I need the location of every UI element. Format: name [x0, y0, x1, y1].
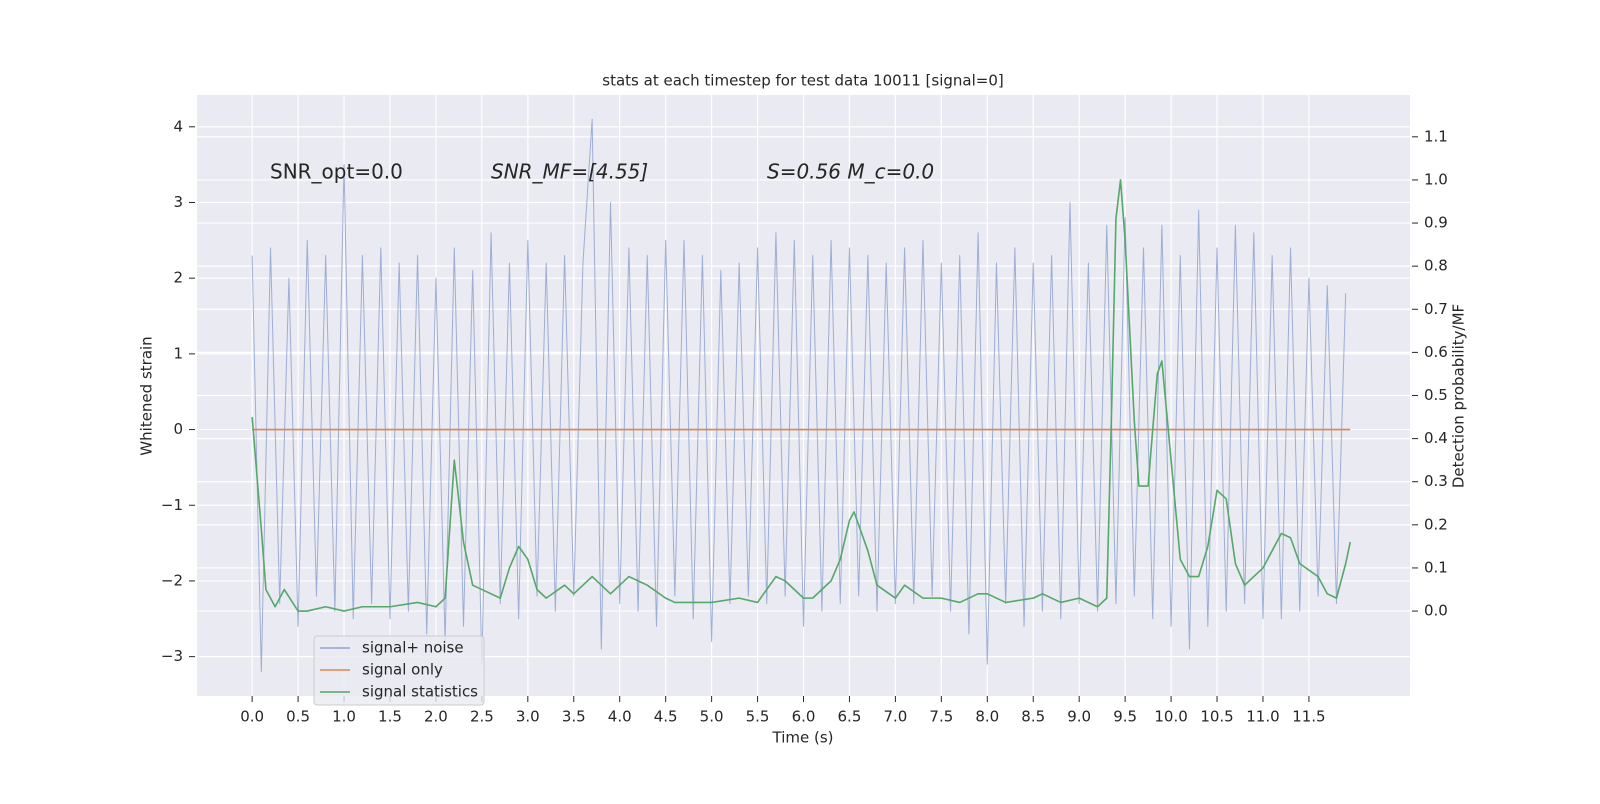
y2-tick-label: 1.0 [1424, 170, 1448, 188]
x-axis-label: Time (s) [772, 729, 834, 747]
y2-tick-label: 0.7 [1424, 300, 1448, 318]
x-tick-label: 6.0 [792, 708, 816, 726]
x-tick-label: 4.5 [654, 708, 678, 726]
x-tick-label: 7.0 [883, 708, 907, 726]
x-tick-label: 10.0 [1154, 708, 1187, 726]
y-tick-label: 2 [173, 269, 183, 287]
x-tick-label: 11.0 [1246, 708, 1279, 726]
y-tick-label: −1 [161, 496, 183, 514]
x-tick-label: 1.0 [332, 708, 356, 726]
x-tick-label: 5.5 [746, 708, 770, 726]
x-tick-label: 3.5 [562, 708, 586, 726]
y2-tick-label: 0.2 [1424, 515, 1448, 533]
x-tick-label: 5.0 [700, 708, 724, 726]
x-tick-label: 11.5 [1292, 708, 1325, 726]
grid: 0.0 0.5 1.0 1.5 2.0 2.5 3.0 3.5 4.0 4.5 5.0 5.5 6.0 6… [161, 95, 1448, 726]
annotation: SNR_opt=0.0 [270, 160, 403, 184]
legend-label: signal statistics [362, 683, 478, 701]
x-tick-label: 4.0 [608, 708, 632, 726]
annotation: S=0.56 M_c=0.0 [767, 160, 934, 184]
y2-axis-label: Detection probability/MF [1450, 304, 1468, 488]
x-tick-label: 9.5 [1113, 708, 1137, 726]
y2-tick-label: 0.3 [1424, 472, 1448, 490]
x-tick-label: 1.5 [378, 708, 402, 726]
x-tick-label: 0.5 [286, 708, 310, 726]
annotation: SNR_MF=[4.55] [491, 160, 648, 184]
y2-tick-label: 0.4 [1424, 429, 1448, 447]
series-line [251, 118, 1347, 673]
x-tick-label: 3.0 [516, 708, 540, 726]
y2-tick-label: 0.0 [1424, 602, 1448, 620]
marks [251, 118, 1352, 673]
x-tick-label: 8.5 [1021, 708, 1045, 726]
y-tick-label: 4 [173, 117, 183, 135]
x-tick-label: 10.5 [1200, 708, 1233, 726]
y2-tick-label: 0.6 [1424, 343, 1448, 361]
legend: signal+ noise signal only signal statistic… [313, 635, 485, 706]
x-tick-label: 6.5 [838, 708, 862, 726]
y2-tick-label: 0.9 [1424, 214, 1448, 232]
y-tick-label: 3 [173, 193, 183, 211]
legend-label: signal only [362, 661, 443, 679]
y-tick-label: 1 [173, 344, 183, 362]
y-tick-label: −2 [161, 571, 183, 589]
y2-tick-label: 0.1 [1424, 558, 1448, 576]
x-tick-label: 0.0 [240, 708, 264, 726]
y2-tick-label: 0.8 [1424, 257, 1448, 275]
x-tick-label: 7.5 [929, 708, 953, 726]
legend-label: signal+ noise [362, 639, 464, 657]
x-tick-label: 8.0 [975, 708, 999, 726]
x-tick-label: 2.0 [424, 708, 448, 726]
y-tick-label: 0 [173, 420, 183, 438]
y2-tick-label: 1.1 [1424, 127, 1448, 145]
legend-box [313, 635, 485, 706]
chart-title: stats at each timestep for test data 100… [602, 72, 1003, 90]
x-tick-label: 2.5 [470, 708, 494, 726]
y2-tick-label: 0.5 [1424, 386, 1448, 404]
y-tick-label: −3 [161, 647, 183, 665]
x-tick-label: 9.0 [1067, 708, 1091, 726]
y-axis-label: Whitened strain [138, 336, 156, 455]
series-line [251, 179, 1352, 612]
